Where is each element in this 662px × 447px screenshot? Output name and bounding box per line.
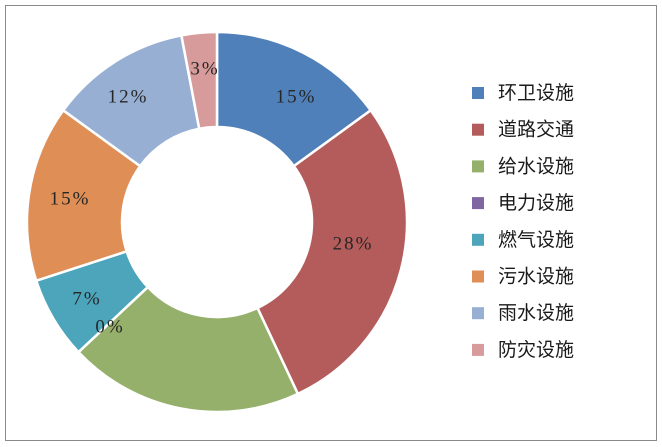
- legend-marker: [472, 233, 484, 246]
- legend-item-road-traffic: 道路交通: [472, 119, 574, 141]
- data-label-gas: 7%: [72, 289, 101, 310]
- legend-marker: [472, 270, 484, 283]
- legend-label: 道路交通: [498, 119, 574, 141]
- donut-slices: [25, 30, 409, 414]
- legend-label: 防灾设施: [498, 339, 574, 361]
- data-label-stormwater: 12%: [108, 87, 149, 108]
- legend-label: 雨水设施: [498, 302, 574, 324]
- data-label-power: 0%: [95, 317, 124, 338]
- slice-road-traffic: [256, 109, 409, 396]
- data-label-sanitation: 15%: [276, 87, 317, 108]
- legend-item-water-supply: 给水设施: [472, 155, 574, 177]
- data-label-sewage: 15%: [50, 189, 91, 210]
- legend-item-disaster-prevention: 防灾设施: [472, 339, 574, 361]
- legend-label: 给水设施: [498, 155, 574, 177]
- legend-marker: [472, 160, 484, 173]
- legend-marker: [472, 123, 484, 136]
- legend-item-stormwater: 雨水设施: [472, 302, 574, 324]
- legend-item-sanitation: 环卫设施: [472, 82, 574, 104]
- legend-marker: [472, 87, 484, 99]
- legend-marker: [472, 197, 484, 210]
- slice-disaster-prevention: [180, 30, 219, 130]
- legend-item-gas: 燃气设施: [472, 229, 574, 251]
- legend-marker: [472, 343, 484, 356]
- data-labels: 15% 28% 0% 7% 15% 12% 3%: [50, 59, 374, 338]
- legend-label: 燃气设施: [498, 229, 574, 251]
- legend-label: 电力设施: [498, 192, 574, 214]
- data-label-road-traffic: 28%: [333, 234, 374, 255]
- legend-item-sewage: 污水设施: [472, 266, 574, 288]
- legend-label: 污水设施: [498, 266, 574, 288]
- data-label-disaster-prevention: 3%: [190, 59, 219, 80]
- slice-water-supply: [77, 285, 300, 414]
- legend-label: 环卫设施: [498, 82, 574, 104]
- legend-marker: [472, 307, 484, 320]
- legend-item-power: 电力设施: [472, 192, 574, 214]
